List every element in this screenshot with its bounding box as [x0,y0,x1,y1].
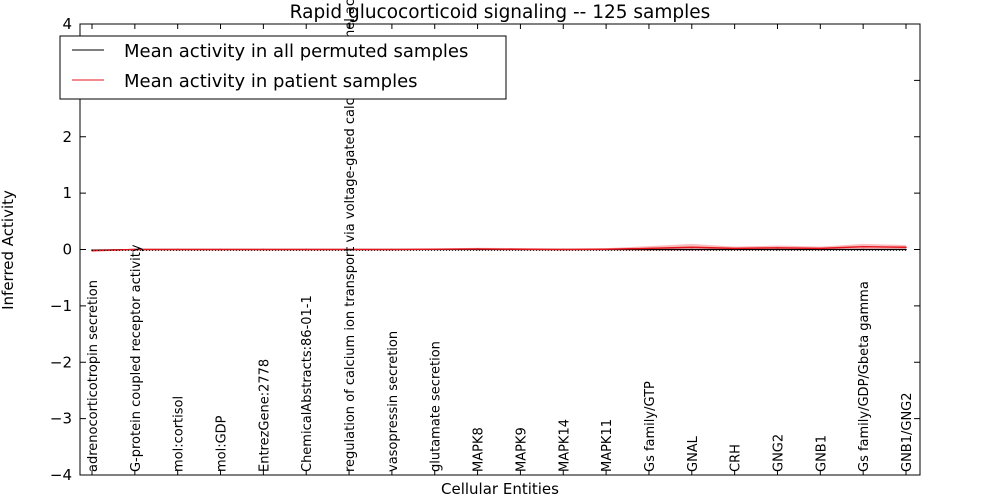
y-tick-label: −4 [50,466,72,484]
x-axis-label: Cellular Entities [441,480,559,498]
y-tick-label: −2 [50,353,72,371]
x-tick-label: glutamate secretion [429,341,444,472]
data-point-patient [476,248,479,250]
data-point-patient [391,248,393,251]
data-point-patient [176,248,179,251]
data-point-patient [776,247,779,249]
data-point-permuted [905,248,907,251]
x-tick-label: GNG2 [771,434,786,472]
data-point-permuted [648,248,650,251]
y-tick-label: 0 [62,241,72,259]
x-tick-label: GNB1/GNG2 [900,392,915,472]
x-tick-label: vasopressin secretion [386,331,401,472]
y-tick-label: 2 [62,128,72,146]
series-lines [91,245,907,252]
x-tick-label: adrenocorticotropin secretion [86,280,101,472]
series-line-patient [91,245,907,252]
data-point-patient [219,248,222,251]
data-point-patient [348,248,350,251]
data-point-patient [862,245,864,248]
data-point-patient [562,248,565,251]
x-tick-label: regulation of calcium ion transport via … [343,0,358,472]
legend-label-permuted: Mean activity in all permuted samples [124,41,468,62]
x-tick-label: GNAL [686,435,701,472]
data-point-permuted [819,248,822,251]
x-tick-label: CRH [729,444,744,472]
x-tick-label: ChemicalAbstracts:86-01-1 [300,295,315,472]
data-point-patient [305,248,308,251]
data-point-patient [648,247,650,250]
data-point-patient [519,248,522,251]
data-point-patient [905,246,907,249]
x-tick-label: EntrezGene:2778 [257,359,272,472]
x-tick-label: MAPK8 [472,427,487,472]
data-point-patient [819,247,822,250]
x-tick-label: MAPK11 [600,419,615,472]
data-point-patient [690,246,693,249]
x-tick-label: GNB1 [814,435,829,472]
legend-box [59,35,507,100]
legend-label-patient: Mean activity in patient samples [124,71,418,92]
y-axis: −4−3−2−101234 [50,15,920,484]
data-point-patient [433,248,436,251]
chart-title: Rapid glucocorticoid signaling -- 125 sa… [290,2,711,23]
x-tick-label: G-protein coupled receptor activity [129,244,144,472]
x-tick-label: mol:cortisol [172,396,187,472]
legend: Mean activity in all permuted samples Me… [59,35,507,100]
data-point-patient [605,248,607,251]
y-axis-label: Inferred Activity [0,190,17,310]
data-point-patient [262,248,265,251]
y-tick-label: 1 [62,184,72,202]
y-tick-label: −3 [50,410,72,428]
data-point-permuted [733,248,736,251]
data-point-permuted [776,248,779,251]
data-point-patient [134,248,136,251]
x-tick-label: Gs family/GDP/Gbeta gamma [857,281,872,472]
y-tick-label: −1 [50,297,72,315]
x-tick-label: MAPK14 [557,419,572,472]
x-tick-label: Gs family/GTP [643,381,658,472]
x-tick-labels: adrenocorticotropin secretion G-protein c… [86,0,915,475]
x-tick-label: mol:GDP [215,415,230,472]
data-point-permuted [862,248,864,251]
y-tick-label: 4 [62,15,72,33]
data-point-permuted [690,248,693,251]
data-point-patient [733,247,736,250]
x-tick-label: MAPK9 [514,427,529,472]
